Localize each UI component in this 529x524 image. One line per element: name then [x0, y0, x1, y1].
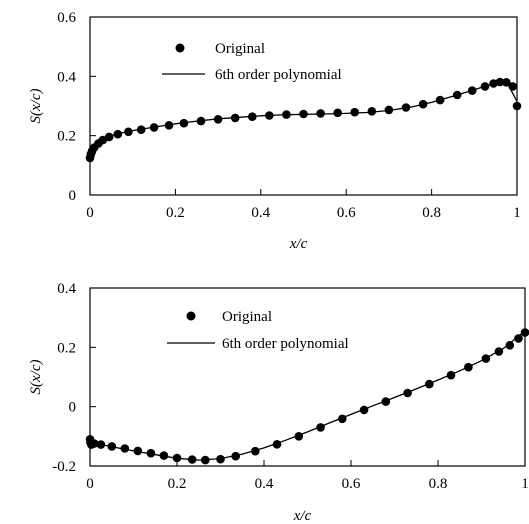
plot-frame: [89, 16, 518, 196]
original-data-point: [248, 112, 257, 121]
polynomial-fit-line: [89, 82, 518, 158]
original-data-point: [216, 454, 225, 464]
x-tick-label: 0.6: [342, 476, 361, 492]
original-data-point: [452, 90, 462, 100]
x-tick-label: 0.2: [166, 205, 185, 221]
original-data-point: [435, 95, 445, 105]
original-data-point: [124, 127, 133, 137]
original-data-point: [495, 77, 505, 87]
original-data-point: [494, 347, 504, 356]
original-data-point: [113, 129, 123, 139]
original-data-point: [481, 354, 491, 363]
x-axis-title: x/c: [289, 236, 308, 252]
y-tick-label: 0.4: [57, 281, 76, 297]
original-data-point: [98, 135, 108, 145]
original-data-point: [316, 423, 325, 432]
original-data-point: [104, 132, 114, 142]
legend-label-polynomial: 6th order polynomial: [215, 67, 342, 83]
x-tick-label: 1: [521, 476, 529, 492]
original-data-point: [508, 82, 517, 91]
original-data-point: [505, 341, 515, 350]
legend-marker-original: [186, 311, 196, 321]
original-data-point: [107, 442, 117, 451]
y-tick-label: 0.6: [57, 10, 76, 26]
original-data-point: [464, 362, 473, 372]
original-data-point: [120, 444, 130, 453]
x-tick-label: 0: [86, 205, 94, 221]
original-data-point: [299, 109, 308, 119]
y-axis-title: S(x/c): [28, 89, 44, 124]
original-data-point: [164, 121, 174, 130]
original-data-point: [333, 108, 343, 118]
original-data-point: [96, 440, 106, 449]
original-data-point: [514, 334, 523, 343]
original-data-point: [159, 451, 169, 460]
original-data-point: [294, 432, 304, 441]
original-data-point: [401, 103, 411, 112]
x-tick-label: 0: [86, 476, 94, 492]
y-tick-label: 0.2: [57, 340, 76, 356]
original-data-point: [359, 405, 369, 415]
x-tick-label: 0.6: [337, 205, 356, 221]
original-data-point: [149, 123, 159, 132]
chart-panel-2: 0 0.2 0.4 0.6 0.8 1 -0.2 0 0.2 0.4 x/c S(x/c) Origin…: [28, 281, 529, 524]
original-data-point: [338, 414, 347, 424]
original-data-point: [480, 82, 490, 91]
original-data-point: [231, 451, 240, 461]
y-tick-label: -0.2: [52, 459, 76, 475]
original-data-point: [133, 446, 143, 456]
original-data-point: [502, 78, 511, 87]
x-tick-label: 0.8: [429, 476, 448, 492]
y-axis-title: S(x/c): [28, 360, 44, 395]
original-data-point: [213, 115, 223, 124]
original-data-point: [90, 439, 99, 448]
original-data-point: [136, 125, 146, 134]
plot-frame: [89, 287, 526, 467]
original-data-point: [520, 328, 529, 337]
original-data-point: [230, 113, 240, 123]
original-data-point: [282, 110, 291, 119]
original-data-point: [146, 448, 156, 458]
original-data-point: [187, 455, 197, 464]
y-tick-label: 0: [69, 400, 77, 416]
y-tick-label: 0.2: [57, 129, 76, 145]
y-tick-label: 0.4: [57, 69, 76, 85]
original-data-point: [316, 109, 325, 118]
original-data-point: [446, 370, 456, 380]
original-data-point: [418, 99, 428, 109]
x-axis-title: x/c: [293, 508, 312, 524]
x-tick-label: 0.2: [168, 476, 187, 492]
original-data-point: [381, 397, 391, 406]
original-data-point: [512, 101, 522, 111]
original-data-point: [179, 118, 189, 128]
original-data-point: [384, 105, 394, 115]
x-tick-label: 1: [513, 205, 521, 221]
original-data-point: [251, 446, 260, 456]
x-tick-label: 0.4: [251, 205, 270, 221]
x-tick-label: 0.4: [255, 476, 274, 492]
x-tick-label: 0.8: [422, 205, 441, 221]
chart-panel-1: 0 0.2 0.4 0.6 0.8 1 0 0.2 0.4 0.6 x/c S(x/c) Origina…: [28, 10, 522, 252]
original-data-point: [201, 455, 210, 465]
original-data-point: [265, 111, 274, 120]
original-data-point: [172, 453, 182, 463]
original-data-point: [425, 379, 434, 389]
original-data-point: [350, 107, 360, 117]
original-data-point: [196, 116, 206, 126]
original-data-point: [272, 440, 282, 449]
legend-label-polynomial: 6th order polynomial: [222, 336, 349, 352]
original-data-point: [403, 388, 412, 398]
y-tick-label: 0: [69, 188, 77, 204]
original-data-point: [367, 107, 377, 116]
legend-marker-original: [175, 43, 185, 53]
original-data-point: [467, 86, 477, 95]
legend-label-original: Original: [215, 41, 265, 57]
legend-label-original: Original: [222, 309, 272, 325]
